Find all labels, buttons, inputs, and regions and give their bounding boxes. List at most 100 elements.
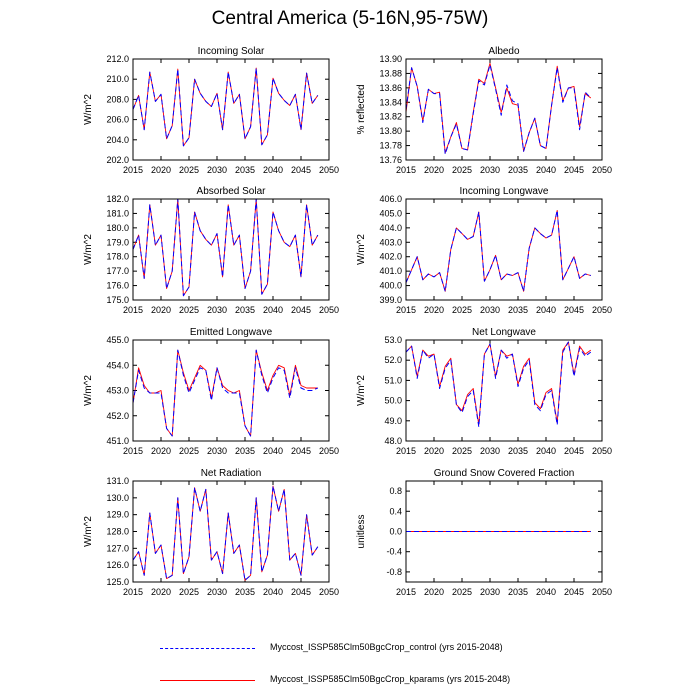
x-tick-label: 2040 — [263, 165, 283, 175]
y-tick-label: 406.0 — [379, 194, 402, 204]
x-tick-label: 2030 — [480, 446, 500, 456]
y-tick-label: 128.0 — [106, 527, 129, 537]
y-tick-label: 131.0 — [106, 476, 129, 486]
x-tick-label: 2040 — [263, 446, 283, 456]
y-tick-label: 403.0 — [379, 237, 402, 247]
plot-frame — [132, 198, 330, 301]
y-axis-label: W/m^2 — [83, 234, 94, 265]
panel-1: Albedo % reflected 2015 2020 2025 2030 2035 204… — [356, 46, 612, 175]
x-tick-label: 2050 — [319, 446, 339, 456]
x-tick-label: 2030 — [207, 446, 227, 456]
panel-7: Ground Snow Covered Fraction unitless 2015… — [356, 468, 612, 597]
y-axis-label: W/m^2 — [356, 234, 367, 265]
panel-title: Emitted Longwave — [190, 327, 273, 338]
panel-title: Incoming Solar — [198, 46, 265, 57]
y-tick-label: 180.0 — [106, 223, 129, 233]
x-tick-label: 2015 — [396, 446, 416, 456]
x-tick-label: 2020 — [424, 446, 444, 456]
y-axis-label: W/m^2 — [83, 516, 94, 547]
series-line-control — [132, 485, 319, 581]
legend: Myccost_ISSP585Clm50BgcCrop_control (yrs… — [0, 630, 700, 690]
x-tick-label: 2040 — [263, 305, 283, 315]
y-tick-label: 0.8 — [389, 486, 402, 496]
series-line-control — [405, 210, 591, 292]
panel-title: Ground Snow Covered Fraction — [434, 468, 575, 479]
x-tick-label: 2015 — [396, 165, 416, 175]
x-tick-label: 2035 — [235, 446, 255, 456]
y-tick-label: 0.4 — [389, 506, 402, 516]
panel-5: Net Longwave W/m^2 2015 2020 2025 2030 2035 204… — [356, 327, 612, 456]
x-tick-label: 2045 — [291, 165, 311, 175]
x-tick-label: 2015 — [123, 587, 143, 597]
x-tick-label: 2045 — [291, 305, 311, 315]
y-tick-label: 202.0 — [106, 155, 129, 165]
legend-swatch-kparams — [160, 680, 255, 681]
series-line-control — [405, 64, 592, 155]
y-tick-label: 181.0 — [106, 208, 129, 218]
plot-frame — [405, 480, 603, 583]
x-tick-label: 2020 — [151, 587, 171, 597]
y-tick-label: 453.0 — [106, 386, 129, 396]
panel-title: Incoming Longwave — [460, 186, 549, 197]
x-tick-label: 2050 — [592, 446, 612, 456]
series-line-control — [405, 341, 592, 428]
x-tick-label: 2040 — [536, 446, 556, 456]
y-tick-label: 126.0 — [106, 560, 129, 570]
x-tick-label: 2035 — [508, 305, 528, 315]
y-tick-label: 13.84 — [379, 97, 402, 107]
y-tick-label: 13.76 — [379, 155, 402, 165]
legend-label-control: Myccost_ISSP585Clm50BgcCrop_control (yrs… — [270, 642, 503, 652]
y-tick-label: 177.0 — [106, 266, 129, 276]
plot-frame — [132, 480, 330, 583]
x-tick-label: 2030 — [480, 165, 500, 175]
panel-title: Albedo — [488, 46, 520, 57]
x-tick-label: 2045 — [291, 587, 311, 597]
y-tick-label: 50.0 — [384, 396, 402, 406]
y-tick-label: 455.0 — [106, 335, 129, 345]
x-tick-label: 2050 — [592, 305, 612, 315]
plot-frame — [132, 339, 330, 442]
y-tick-label: 13.90 — [379, 54, 402, 64]
series-line-kparams — [132, 349, 318, 437]
y-tick-label: 13.86 — [379, 83, 402, 93]
x-tick-label: 2045 — [291, 446, 311, 456]
y-tick-label: 399.0 — [379, 295, 402, 305]
panel-title: Net Radiation — [201, 468, 262, 479]
x-tick-label: 2020 — [151, 165, 171, 175]
series-line-control — [132, 67, 319, 147]
y-tick-label: 51.0 — [384, 375, 402, 385]
x-tick-label: 2015 — [123, 446, 143, 456]
figure-title: Central America (5-16N,95-75W) — [211, 8, 489, 29]
series-line-kparams — [405, 341, 592, 426]
y-tick-label: 0.0 — [389, 527, 402, 537]
y-tick-label: 204.0 — [106, 135, 129, 145]
panel-title: Absorbed Solar — [197, 186, 267, 197]
y-tick-label: 129.0 — [106, 510, 129, 520]
x-tick-label: 2040 — [536, 305, 556, 315]
y-tick-label: 125.0 — [106, 577, 129, 587]
panel-2: Absorbed Solar W/m^2 2015 2020 2025 2030 2035 2… — [83, 186, 339, 315]
x-tick-label: 2040 — [536, 165, 556, 175]
plot-frame — [132, 58, 330, 161]
series-line-control — [132, 198, 319, 297]
x-tick-label: 2025 — [179, 165, 199, 175]
x-tick-label: 2015 — [396, 587, 416, 597]
y-axis-label: W/m^2 — [83, 375, 94, 406]
y-tick-label: 13.88 — [379, 68, 402, 78]
y-tick-label: 452.0 — [106, 411, 129, 421]
y-axis-label: W/m^2 — [83, 94, 94, 125]
legend-label-kparams: Myccost_ISSP585Clm50BgcCrop_kparams (yrs… — [270, 674, 511, 684]
y-tick-label: -0.8 — [386, 567, 402, 577]
y-axis-label: unitless — [356, 515, 367, 549]
series-line-kparams — [132, 67, 319, 147]
x-tick-label: 2030 — [480, 305, 500, 315]
x-tick-label: 2025 — [179, 305, 199, 315]
x-tick-label: 2025 — [452, 446, 472, 456]
x-tick-label: 2020 — [424, 305, 444, 315]
x-tick-label: 2040 — [536, 587, 556, 597]
y-tick-label: 53.0 — [384, 335, 402, 345]
x-tick-label: 2025 — [179, 587, 199, 597]
plot-frame — [405, 198, 603, 301]
x-tick-label: 2015 — [123, 165, 143, 175]
panel-3: Incoming Longwave W/m^2 2015 2020 2025 2030 20… — [356, 186, 612, 315]
